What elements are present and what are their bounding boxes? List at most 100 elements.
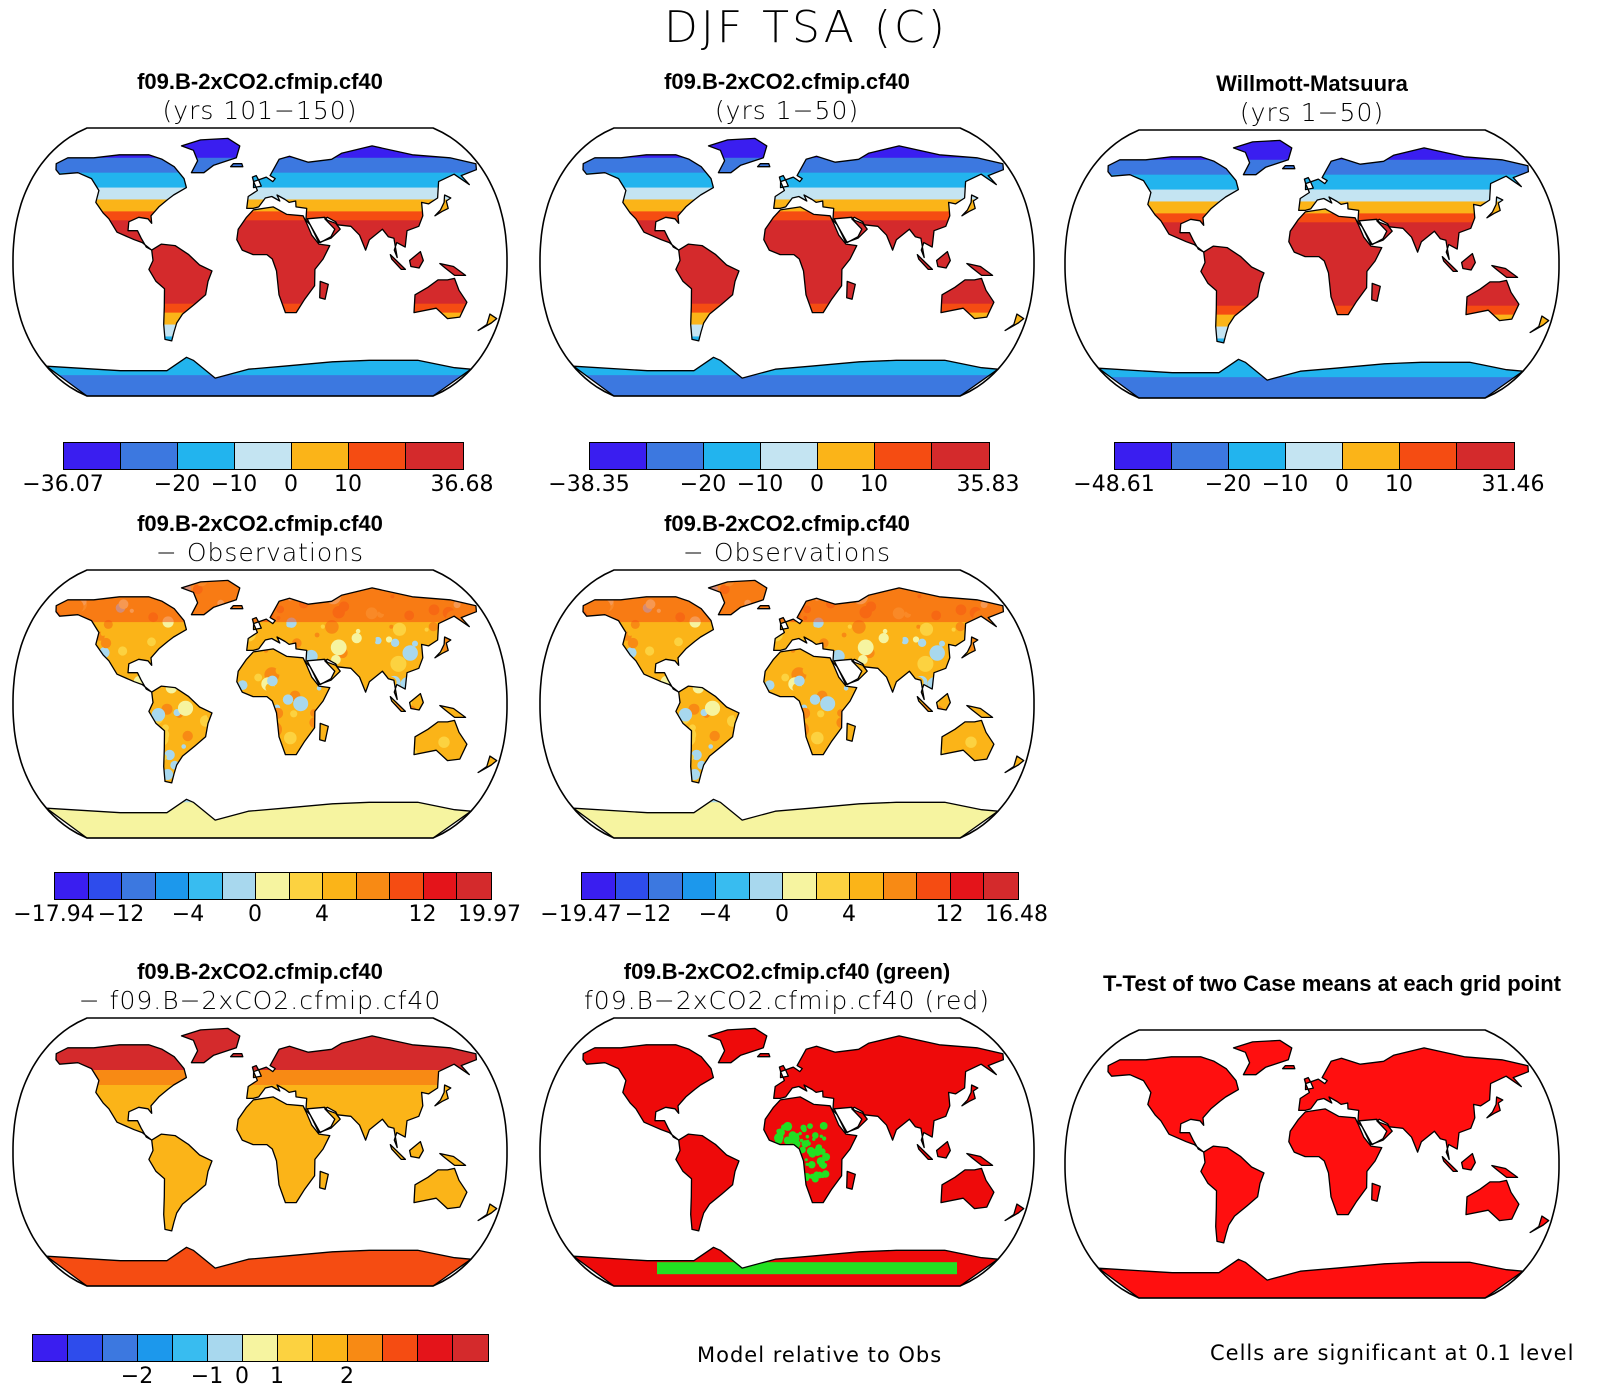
colorbar-swatch (716, 873, 750, 899)
colorbar-swatch (33, 1335, 68, 1361)
colorbar-tick-label: 10 (334, 472, 362, 497)
colorbar-tick-label: 12 (408, 902, 437, 927)
coastline-samerica (1200, 1145, 1265, 1244)
coastline-iceland (1281, 165, 1296, 170)
colorbar-tick-label: 36.68 (430, 472, 494, 497)
panel-title-line1: Willmott-Matsuura (1216, 71, 1408, 96)
colorbar-swatch (390, 873, 424, 899)
land-fill (1098, 140, 1549, 399)
world-map (539, 1017, 1035, 1287)
panel-r2-c1: f09.B-2xCO2.cfmip.cf40 − Observations (10, 510, 510, 840)
coastline-greenland (707, 1027, 768, 1064)
coastline-japan (434, 1084, 452, 1107)
colorbar-tick-label: 2 (340, 1364, 354, 1389)
coastline-sumatra (389, 1143, 407, 1161)
colorbar-swatch (313, 1335, 348, 1361)
colorbar-swatch (103, 1335, 138, 1361)
colorbar-swatch (649, 873, 683, 899)
coastline-africa (763, 648, 858, 756)
model-relative-note: Model relative to Obs (697, 1343, 943, 1367)
colorbar-swatch (1115, 443, 1172, 469)
colorbar-swatch (64, 443, 121, 469)
colorbar-swatch (423, 873, 457, 899)
panel-r1-c2: f09.B-2xCO2.cfmip.cf40 (yrs 1−50) (537, 68, 1037, 398)
panel-title-line1: f09.B-2xCO2.cfmip.cf40 (137, 959, 383, 984)
coastline-iceland (756, 163, 771, 168)
coastline-namerica (582, 154, 715, 251)
colorbar-tick-label: 0 (810, 472, 824, 497)
colorbar-tick-label: −12 (97, 902, 145, 927)
colorbar-swatch (256, 873, 290, 899)
colorbar-swatch (88, 873, 122, 899)
coastline-madagascar (1371, 1182, 1381, 1202)
coastline-borneo (935, 1140, 951, 1159)
coastline-greenland (707, 137, 768, 174)
colorbar-tick-label: 0 (248, 902, 262, 927)
world-map (539, 569, 1035, 839)
land-fill (46, 1028, 497, 1287)
coastline-japan (1486, 196, 1504, 219)
land-fill (46, 138, 497, 397)
colorbar-tick-label: −10 (736, 472, 784, 497)
globe-border (539, 1017, 1035, 1287)
coastline-australia (940, 277, 995, 320)
coastline-africa (763, 206, 858, 314)
panel-title-line1: T-Test of two Case means at each grid po… (1102, 971, 1561, 996)
coastline-eurasia (1298, 147, 1530, 261)
colorbar-swatch (121, 443, 178, 469)
coastline-australia (1465, 279, 1520, 322)
land-fill (1098, 1040, 1549, 1299)
coastline-uk (778, 616, 789, 631)
panel-title-line1: f09.B-2xCO2.cfmip.cf40 (green) (623, 959, 951, 984)
coastline-namerica (1107, 1056, 1240, 1153)
colorbar-tick-label: 0 (235, 1364, 249, 1389)
colorbar-boxes (32, 1334, 489, 1362)
panel-title-line2: f09.B−2xCO2.cfmip.cf40 (red) (583, 986, 990, 1015)
coastline-borneo (408, 250, 424, 269)
coastline-arabia (833, 216, 868, 244)
colorbar-swatch (349, 443, 406, 469)
coastline-namerica (55, 154, 188, 251)
coastline-antarctica (45, 1246, 472, 1287)
coastline-uk (251, 616, 262, 631)
coastline-africa (236, 648, 331, 756)
colorbar-swatch (383, 1335, 418, 1361)
coastline-africa (1288, 1108, 1383, 1216)
panel-r2-c2: f09.B-2xCO2.cfmip.cf40 − Observations (537, 510, 1037, 840)
coastline-nz (1529, 1215, 1550, 1234)
land-fill (46, 580, 497, 839)
colorbar-tick-label: 0 (284, 472, 298, 497)
colorbar-tick-label: 0 (1335, 472, 1349, 497)
coastline-nz (1004, 313, 1025, 332)
colorbar-tick-label: −38.35 (548, 472, 630, 497)
coastline-samerica (675, 243, 740, 342)
coastline-australia (413, 1167, 468, 1210)
coastline-borneo (935, 692, 951, 711)
coastline-namerica (55, 596, 188, 693)
coastline-iceland (756, 1053, 771, 1058)
world-map (1064, 1029, 1560, 1299)
panel-title-line2: − Observations (155, 538, 365, 567)
colorbar-tick-label: 0 (775, 902, 789, 927)
coastline-samerica (148, 1133, 213, 1232)
coastline-madagascar (319, 722, 329, 742)
world-map (539, 127, 1035, 397)
colorbar-boxes (581, 872, 1019, 900)
world-map (12, 1017, 508, 1287)
coastline-iceland (229, 1053, 244, 1058)
coastline-sumatra (1441, 255, 1459, 273)
coastline-newguinea (966, 704, 994, 719)
colorbar-tick-label: −2 (120, 1364, 154, 1389)
globe-border (12, 569, 508, 839)
significance-note: Cells are significant at 0.1 level (1210, 1341, 1575, 1365)
coastline-samerica (1200, 245, 1265, 344)
colorbar-tick-label: 12 (935, 902, 964, 927)
colorbar-swatch (1343, 443, 1400, 469)
colorbar-swatch (932, 443, 989, 469)
land-fill (573, 138, 1024, 397)
coastline-japan (1486, 1096, 1504, 1119)
colorbar-swatch (984, 873, 1018, 899)
coastline-sumatra (916, 1143, 934, 1161)
coastline-greenland (180, 579, 241, 616)
panel-title-line2: − Observations (682, 538, 892, 567)
